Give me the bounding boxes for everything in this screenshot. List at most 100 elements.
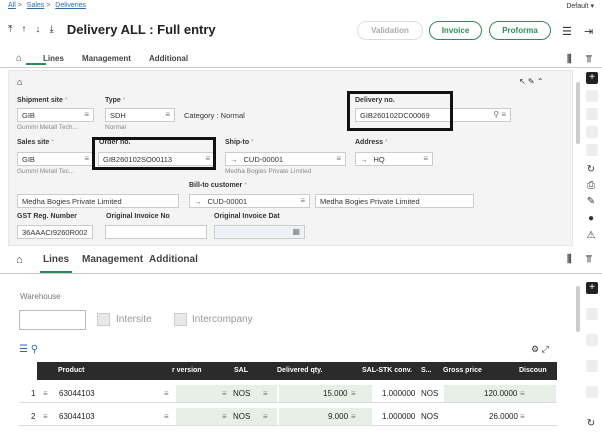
row-menu-icon[interactable]: ≡ [263, 389, 268, 398]
cell-delivered-qty[interactable]: 15.000 [323, 389, 348, 398]
tab-management[interactable]: Management [82, 54, 131, 63]
breadcrumb-all[interactable]: All [8, 2, 16, 9]
type-field[interactable]: SDH ≡ [105, 108, 175, 122]
col-delivered-qty[interactable]: Delivered qty. [277, 367, 323, 374]
col-s[interactable]: S... [421, 367, 432, 374]
row-menu-icon[interactable]: ≡ [222, 412, 227, 421]
alert-icon[interactable]: ⚠ [586, 230, 596, 241]
grid-tools-icon[interactable]: ⚙ ⤢ [531, 344, 549, 354]
customer-name-field[interactable]: Medha Bogies Private Limited [17, 194, 179, 208]
breadcrumb: All > Sales > Deliveries [8, 2, 87, 9]
col-version[interactable]: r version [172, 367, 202, 374]
columns-icon[interactable]: ⫼ [567, 54, 572, 65]
order-no-field[interactable]: GIB260102SO00113 ≡ [98, 152, 215, 166]
tools-icon[interactable]: ↖ ✎ ⌃ [519, 77, 544, 86]
exit-icon[interactable]: ⇥ [584, 26, 594, 38]
print-icon[interactable]: ⎙ [587, 180, 595, 191]
proforma-button[interactable]: Proforma [489, 21, 551, 40]
row-menu-icon[interactable]: ≡ [164, 389, 169, 398]
sales-site-field[interactable]: GIB ≡ [17, 152, 94, 166]
arrow-right-icon[interactable]: → [230, 155, 238, 164]
bill-to-field[interactable]: → CUD-00001 ≡ [189, 194, 310, 208]
cell-conv[interactable]: 1.000000 [382, 389, 416, 398]
invoice-button[interactable]: Invoice [429, 21, 482, 40]
home-tab-icon[interactable]: ⌂ [16, 254, 23, 266]
previous-record-icon[interactable]: ↑ [21, 24, 27, 35]
home-section-icon: ⌂ [17, 77, 23, 87]
pin-icon[interactable]: ⫪ [586, 54, 592, 65]
col-sal[interactable]: SAL [234, 367, 248, 374]
cell-product[interactable]: 63044103 [59, 412, 95, 421]
address-field[interactable]: → HQ ≡ [355, 152, 433, 166]
validation-button[interactable]: Validation [357, 21, 423, 40]
gst-field[interactable]: 36AAACI9260R002 [17, 225, 93, 239]
col-product[interactable]: Product [58, 367, 85, 374]
grid-menu-icon[interactable]: ☰ ⚲ [19, 344, 39, 355]
original-invoice-no-field[interactable] [105, 225, 207, 239]
tab-lines[interactable]: Lines [43, 54, 64, 63]
row-menu-icon[interactable]: ≡ [222, 389, 227, 398]
last-record-icon[interactable]: ⤓ [49, 24, 54, 35]
add-icon[interactable]: + [586, 72, 598, 84]
cell-sal[interactable]: NOS [233, 412, 251, 421]
arrow-right-icon[interactable]: → [360, 155, 368, 164]
original-invoice-date-field[interactable]: ▦ [214, 225, 305, 239]
warehouse-field[interactable] [19, 310, 86, 330]
lines-scrollbar[interactable] [576, 286, 580, 332]
calendar-icon[interactable]: ▦ [292, 227, 300, 236]
cell-s[interactable]: NOS [421, 389, 439, 398]
row-menu-icon[interactable]: ≡ [351, 389, 356, 398]
row-menu-icon[interactable]: ≡ [520, 389, 525, 398]
attach-icon[interactable]: ✎ [586, 196, 596, 207]
bill-to-name-field[interactable]: Medha Bogies Private Limited [315, 194, 474, 208]
menu-icon[interactable]: ☰ [562, 26, 572, 38]
home-tab-icon[interactable]: ⌂ [16, 53, 46, 65]
cell-sal[interactable]: NOS [233, 389, 251, 398]
header-scrollbar[interactable] [576, 82, 580, 144]
pin-icon[interactable]: ⫪ [586, 254, 592, 265]
arrow-right-icon[interactable]: → [194, 197, 202, 206]
tab-additional[interactable]: Additional [149, 54, 189, 63]
cell-product[interactable]: 63044103 [59, 389, 95, 398]
cell-conv[interactable]: 1.000000 [382, 412, 416, 421]
row-menu-icon[interactable]: ≡ [520, 412, 525, 421]
breadcrumb-sales[interactable]: Sales [26, 2, 45, 9]
next-record-icon[interactable]: ↓ [35, 24, 41, 35]
table-row[interactable]: 2 ≡ 63044103 ≡ ≡ NOS ≡ 9.000 ≡ 1.000000 … [19, 408, 557, 426]
row-shade [279, 408, 372, 425]
active-tab-indicator [40, 271, 72, 273]
columns-icon[interactable]: ⫼ [567, 254, 572, 265]
row-shade [176, 408, 277, 425]
row-menu-icon[interactable]: ≡ [43, 412, 48, 421]
table-row[interactable]: 1 ≡ 63044103 ≡ ≡ NOS ≡ 15.000 ≡ 1.000000… [19, 385, 557, 403]
row-menu-icon[interactable]: ≡ [43, 389, 48, 398]
ship-to-field[interactable]: → CUD-00001 ≡ [225, 152, 346, 166]
col-gross-price[interactable]: Gross price [443, 367, 482, 374]
shipment-site-field[interactable]: GIB ≡ [17, 108, 94, 122]
row-number: 2 [31, 412, 36, 421]
refresh-icon[interactable]: ↻ [586, 418, 596, 429]
user-menu[interactable]: Default ▾ [566, 3, 594, 10]
cell-gross-price[interactable]: 120.0000 [484, 389, 518, 398]
col-sal-stk-conv[interactable]: SAL-STK conv. [362, 367, 413, 374]
search-icon[interactable]: ⚲ ≡ [493, 110, 506, 119]
row-menu-icon[interactable]: ≡ [164, 412, 169, 421]
refresh-icon[interactable]: ↻ [586, 164, 596, 175]
first-record-icon[interactable]: ⤒ [8, 24, 13, 35]
delivery-no-field[interactable]: GIB260102DC00069 ⚲ ≡ [355, 108, 511, 122]
top-tabs: ⌂ Lines Management Additional ⫼ ⫪ [0, 50, 602, 68]
intersite-checkbox[interactable] [97, 313, 110, 326]
tab-management-2[interactable]: Management [82, 254, 144, 265]
comment-icon[interactable]: ● [587, 213, 595, 224]
row-menu-icon[interactable]: ≡ [263, 412, 268, 421]
cell-s[interactable]: NOS [421, 412, 439, 421]
add-line-icon[interactable]: + [586, 282, 598, 294]
intercompany-checkbox[interactable] [174, 313, 187, 326]
cell-delivered-qty[interactable]: 9.000 [328, 412, 349, 421]
row-menu-icon[interactable]: ≡ [351, 412, 356, 421]
tab-lines-2[interactable]: Lines [43, 254, 70, 265]
col-discount[interactable]: Discoun [519, 367, 547, 374]
tab-additional-2[interactable]: Additional [149, 254, 198, 265]
breadcrumb-deliveries[interactable]: Deliveries [55, 2, 87, 9]
cell-gross-price[interactable]: 26.0000 [489, 412, 518, 421]
